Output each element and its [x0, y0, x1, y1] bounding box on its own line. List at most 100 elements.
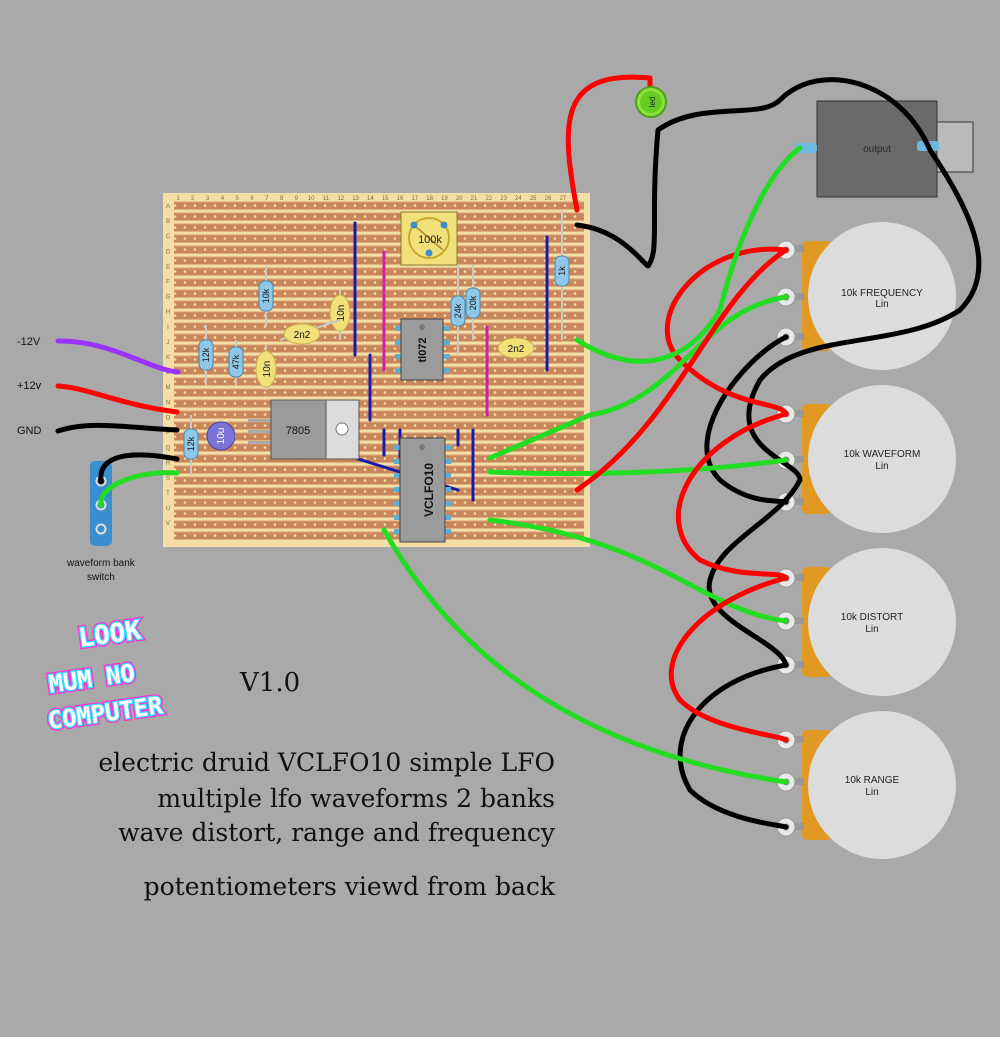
column-number: 12	[337, 196, 344, 202]
regulator-label: 7805	[286, 425, 310, 437]
column-number: 15	[382, 196, 389, 202]
wire-freq-green	[487, 294, 789, 461]
column-number: 10	[308, 196, 315, 202]
row-letter: O	[166, 415, 171, 421]
svg-text:MUM NO: MUM NO	[47, 659, 137, 699]
row-letter: N	[166, 400, 170, 406]
ic-tl072: tl072	[395, 318, 450, 381]
row-letter: C	[166, 234, 171, 240]
svg-text:COMPUTER: COMPUTER	[46, 691, 165, 735]
wire-neg12v	[55, 338, 181, 375]
column-number: 25	[530, 196, 537, 202]
trimmer-100k: 100k	[400, 211, 458, 266]
led-label: led	[648, 97, 657, 108]
pot-range: 10k RANGE Lin	[776, 711, 956, 859]
svg-text:47k: 47k	[231, 354, 241, 369]
svg-text:12k: 12k	[201, 347, 211, 362]
column-number: 19	[441, 196, 448, 202]
pot-frequency: 10k FREQUENCY Lin	[776, 222, 956, 370]
row-letters: A B C D E F G H I J K L M N O P Q R S T U V	[166, 204, 171, 527]
pot-range-taper: Lin	[865, 787, 878, 798]
ic-tl072-label: tl072	[417, 337, 429, 362]
row-letter: K	[166, 355, 170, 361]
column-number: 24	[515, 196, 522, 202]
pot-frequency-name: 10k FREQUENCY	[841, 288, 923, 299]
row-letter: F	[166, 280, 170, 286]
svg-text:LOOK: LOOK	[77, 616, 144, 654]
column-number: 21	[471, 196, 478, 202]
label-neg12v: -12V	[17, 336, 41, 348]
row-letter: L	[166, 370, 170, 376]
column-number: 6	[250, 196, 254, 202]
pot-distort-taper: Lin	[865, 624, 878, 635]
column-number: 5	[236, 196, 240, 202]
regulator-7805: 7805	[248, 399, 360, 460]
resistor-12k-b: 12k	[183, 415, 199, 475]
wire-wave-red	[574, 247, 789, 493]
row-letter: M	[166, 385, 171, 391]
resistor-20k: 20k	[465, 265, 481, 340]
resistor-12k-a: 12k	[198, 325, 214, 385]
svg-text:2n2: 2n2	[508, 344, 525, 355]
capacitor-2n2-a: 2n2	[279, 319, 341, 345]
svg-text:10u: 10u	[216, 428, 227, 445]
column-number: 22	[485, 196, 492, 202]
row-letter: T	[166, 491, 170, 497]
switch-label-2: switch	[87, 572, 115, 583]
row-letter: U	[166, 506, 170, 512]
column-number: 17	[411, 196, 418, 202]
description-line-1: electric druid VCLFO10 simple LFO	[98, 748, 555, 777]
pot-waveform: 10k WAVEFORM Lin	[776, 385, 956, 533]
wire-wave-green	[487, 457, 789, 477]
resistors: 10k 12k 47k 12k 24k 20k	[183, 210, 570, 475]
svg-text:10n: 10n	[336, 305, 347, 322]
resistor-47k: 47k	[228, 340, 244, 385]
resistor-1k: 1k	[554, 210, 570, 340]
version-label: V1.0	[240, 668, 301, 698]
column-number: 9	[295, 196, 299, 202]
ic-vclfo10-label: VCLFO10	[422, 463, 436, 517]
column-number: 23	[500, 196, 507, 202]
wires	[55, 74, 982, 830]
column-number: 27	[559, 196, 566, 202]
column-number: 13	[352, 196, 359, 202]
description-line-4: potentiometers viewd from back	[143, 872, 555, 901]
wire-dist-green	[487, 517, 789, 624]
wire-output-green	[574, 145, 803, 364]
output-jack: output	[795, 100, 974, 198]
row-letter: D	[166, 249, 171, 255]
wire-gnd	[55, 422, 180, 434]
svg-text:24k: 24k	[453, 303, 463, 318]
led: led	[635, 86, 667, 118]
column-number: 11	[323, 196, 330, 202]
svg-text:10n: 10n	[262, 361, 273, 378]
column-numbers: 1 2 3 4 5 6 7 8 9 10 11 12 13 14 15 16 17 18 19 20 21 22 23 24 2…	[176, 196, 566, 202]
ic-vclfo10: VCLFO10	[394, 437, 451, 543]
trimmer-label: 100k	[418, 234, 442, 246]
svg-text:2n2: 2n2	[294, 330, 311, 341]
label-pos12v: +12v	[17, 380, 42, 392]
pot-range-name: 10k RANGE	[845, 775, 900, 786]
row-letter: R	[166, 461, 171, 467]
capacitors: 10n 2n2 10n 2n2 10u	[206, 290, 535, 451]
wire-switch-green	[98, 470, 180, 508]
capacitor-2n2-b: 2n2	[497, 337, 535, 359]
svg-text:12k: 12k	[186, 436, 196, 451]
row-letter: I	[167, 325, 169, 331]
pot-waveform-name: 10k WAVEFORM	[844, 449, 921, 460]
row-letter: Q	[166, 446, 171, 452]
capacitor-10u: 10u	[206, 420, 236, 451]
pot-distort: 10k DISTORT Lin	[776, 548, 956, 696]
wire-pos12v	[55, 383, 180, 415]
column-number: 8	[280, 196, 284, 202]
wire-switch-black	[98, 452, 180, 484]
column-number: 18	[426, 196, 433, 202]
pot-waveform-taper: Lin	[875, 461, 888, 472]
row-letter: P	[166, 431, 170, 437]
capacitor-10n-b: 10n	[255, 345, 277, 390]
column-number: 7	[265, 196, 269, 202]
output-jack-label: output	[863, 144, 891, 155]
logo: LOOK LOOK LOOK MUM NO MUM NO MUM NO COMP…	[43, 613, 167, 738]
resistor-10k: 10k	[258, 266, 274, 326]
